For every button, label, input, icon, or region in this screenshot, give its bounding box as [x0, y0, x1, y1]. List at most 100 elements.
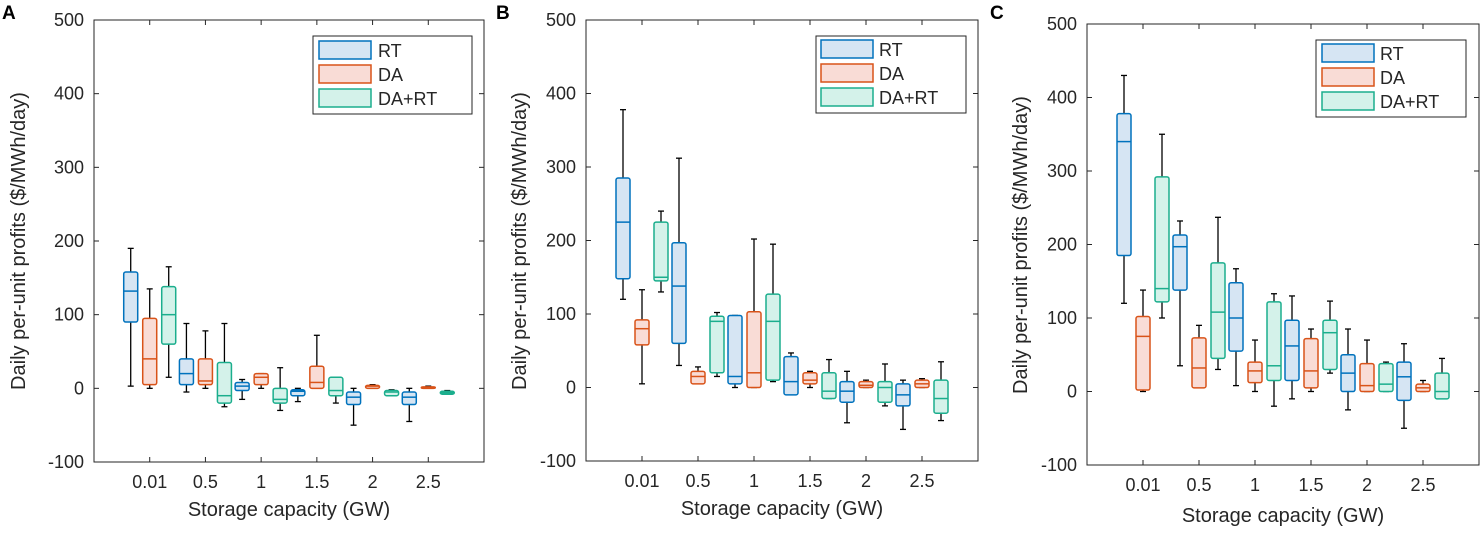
panel-b-box-rt [839, 370, 855, 424]
panel-c-x-tick-label: 0.01 [1125, 475, 1160, 495]
panel-b-x-tick-label: 0.01 [624, 471, 659, 491]
panel-b: B -100 0 100 200 300 400 500 0.01 0.5 1 1.5 2 2.5 St… [496, 3, 979, 520]
panel-b-box-rt [615, 109, 631, 300]
panel-a-box-rt [401, 387, 418, 423]
panel-c-box-da-rt [1434, 357, 1450, 400]
panel-c-x-tick-label: 1 [1250, 475, 1260, 495]
panel-c-y-tick-label: 400 [1047, 88, 1077, 108]
legend-label-da-rt: DA+RT [378, 89, 437, 109]
panel-a-box-rt [178, 322, 195, 393]
panel-b-x-tick-label: 2.5 [909, 471, 934, 491]
panel-c-y-axis-label: Daily per-unit profits ($/MWh/day) [1010, 96, 1032, 394]
panel-b-box-da [802, 370, 818, 389]
panel-a-box-rt [234, 378, 250, 401]
panel-b-box-da [690, 366, 706, 385]
legend-item-rt: RT [318, 40, 402, 61]
box-iqr [877, 380, 893, 403]
box-iqr [1284, 319, 1300, 382]
panel-c-box-da [1359, 339, 1375, 393]
panel-b-y-tick-label: 100 [546, 304, 576, 324]
panel-c-y-tick-label: 500 [1047, 14, 1077, 34]
box-iqr [1322, 319, 1338, 371]
panel-a-x-tick-label: 2 [368, 472, 378, 492]
legend-label-da: DA [378, 65, 403, 85]
panel-b-x-tick-label: 0.5 [685, 471, 710, 491]
panel-a-y-tick-label: 100 [54, 305, 84, 325]
panel-b-y-tick-label: 500 [546, 10, 576, 30]
box-iqr [1172, 234, 1188, 291]
legend-swatch-da [820, 63, 874, 83]
panel-c-y-tick-label: 0 [1067, 382, 1077, 402]
panel-a-box-da-rt [160, 266, 177, 378]
box-iqr [253, 372, 269, 386]
box-iqr [1116, 112, 1132, 257]
box-iqr [1303, 337, 1319, 389]
box-iqr [1247, 361, 1263, 384]
legend-item-da: DA [820, 63, 904, 84]
panel-a-box-rt [345, 387, 362, 426]
legend-item-da-rt: DA+RT [820, 87, 938, 108]
panel-a-x-tick-label: 0.5 [193, 472, 218, 492]
panel-a-box-da [141, 288, 158, 389]
panel-a-y-tick-label: 300 [54, 157, 84, 177]
panel-c-box-rt [1396, 343, 1412, 429]
panel-c-y-tick-label: -100 [1041, 455, 1077, 475]
panel-a-box-da-rt [439, 389, 456, 395]
box-iqr [216, 361, 233, 404]
box-iqr [933, 379, 949, 414]
panel-c-box-da [1135, 289, 1151, 393]
box-iqr [634, 319, 650, 346]
panel-c-x-tick-label: 2 [1362, 475, 1372, 495]
panel-a-box-da-rt [328, 376, 344, 404]
panel-c-x-axis-label: Storage capacity (GW) [1182, 505, 1384, 527]
panel-c-box-da-rt [1266, 293, 1282, 407]
panel-b-y-axis-label: Daily per-unit profits ($/MWh/day) [509, 92, 531, 390]
legend-item-rt: RT [1321, 43, 1404, 64]
panel-b-x-axis-label: Storage capacity (GW) [681, 498, 883, 520]
box-iqr [727, 314, 743, 385]
panel-a-legend: RT DA DA+RT [312, 35, 473, 115]
panel-a-x-axis-label: Storage capacity (GW) [188, 499, 390, 521]
panel-b-box-da [746, 238, 762, 389]
panel-b-y-tick-label: 0 [566, 378, 576, 398]
panel-b-y-tick-label: 400 [546, 84, 576, 104]
box-iqr [671, 241, 687, 345]
box-iqr [690, 370, 706, 385]
panel-b-box-rt [783, 352, 799, 396]
panel-c-box-rt [1228, 268, 1244, 387]
panel-c-box-da [1247, 339, 1263, 393]
box-iqr [309, 365, 325, 390]
panel-c-x-tick-label: 2.5 [1410, 475, 1435, 495]
legend-item-rt: RT [820, 39, 903, 60]
legend-label-da-rt: DA+RT [1380, 92, 1439, 112]
panel-c-label: C [990, 3, 1004, 24]
box-iqr [765, 293, 781, 381]
panel-a-x-tick-label: 1.5 [304, 472, 329, 492]
panel-b-x-tick-label: 2 [861, 471, 871, 491]
panel-a-box-da [420, 385, 437, 390]
panel-a-y-tick-label: 0 [74, 378, 84, 398]
panel-a-box-rt [290, 387, 306, 403]
box-iqr [345, 391, 362, 406]
box-iqr [709, 315, 725, 374]
panel-c-box-da-rt [1154, 133, 1170, 319]
legend-label-rt: RT [1380, 44, 1404, 64]
panel-a-y-axis-label: Daily per-unit profits ($/MWh/day) [8, 92, 30, 390]
panel-a-box-da [364, 383, 381, 390]
legend-item-da: DA [318, 64, 403, 85]
panel-b-legend: RT DA DA+RT [815, 35, 967, 114]
legend-item-da-rt: DA+RT [318, 88, 437, 109]
box-iqr [653, 221, 669, 282]
panel-b-axes-frame [585, 19, 979, 462]
panel-c-plot-content: -100 0 100 200 300 400 500 0.01 0.5 1 1.5 2 2.5 [1041, 14, 1479, 495]
legend-item-da-rt: DA+RT [1321, 91, 1439, 112]
box-iqr [783, 355, 799, 396]
panel-a-box-da-rt [272, 367, 288, 412]
box-iqr [1191, 337, 1207, 389]
panel-c-x-tick-label: 1.5 [1298, 475, 1323, 495]
box-iqr [1359, 362, 1375, 393]
panel-a-box-da-rt [216, 322, 233, 408]
box-iqr [1434, 372, 1450, 400]
panel-b-label: B [496, 3, 510, 24]
panel-a-x-tick-label: 1 [256, 472, 266, 492]
